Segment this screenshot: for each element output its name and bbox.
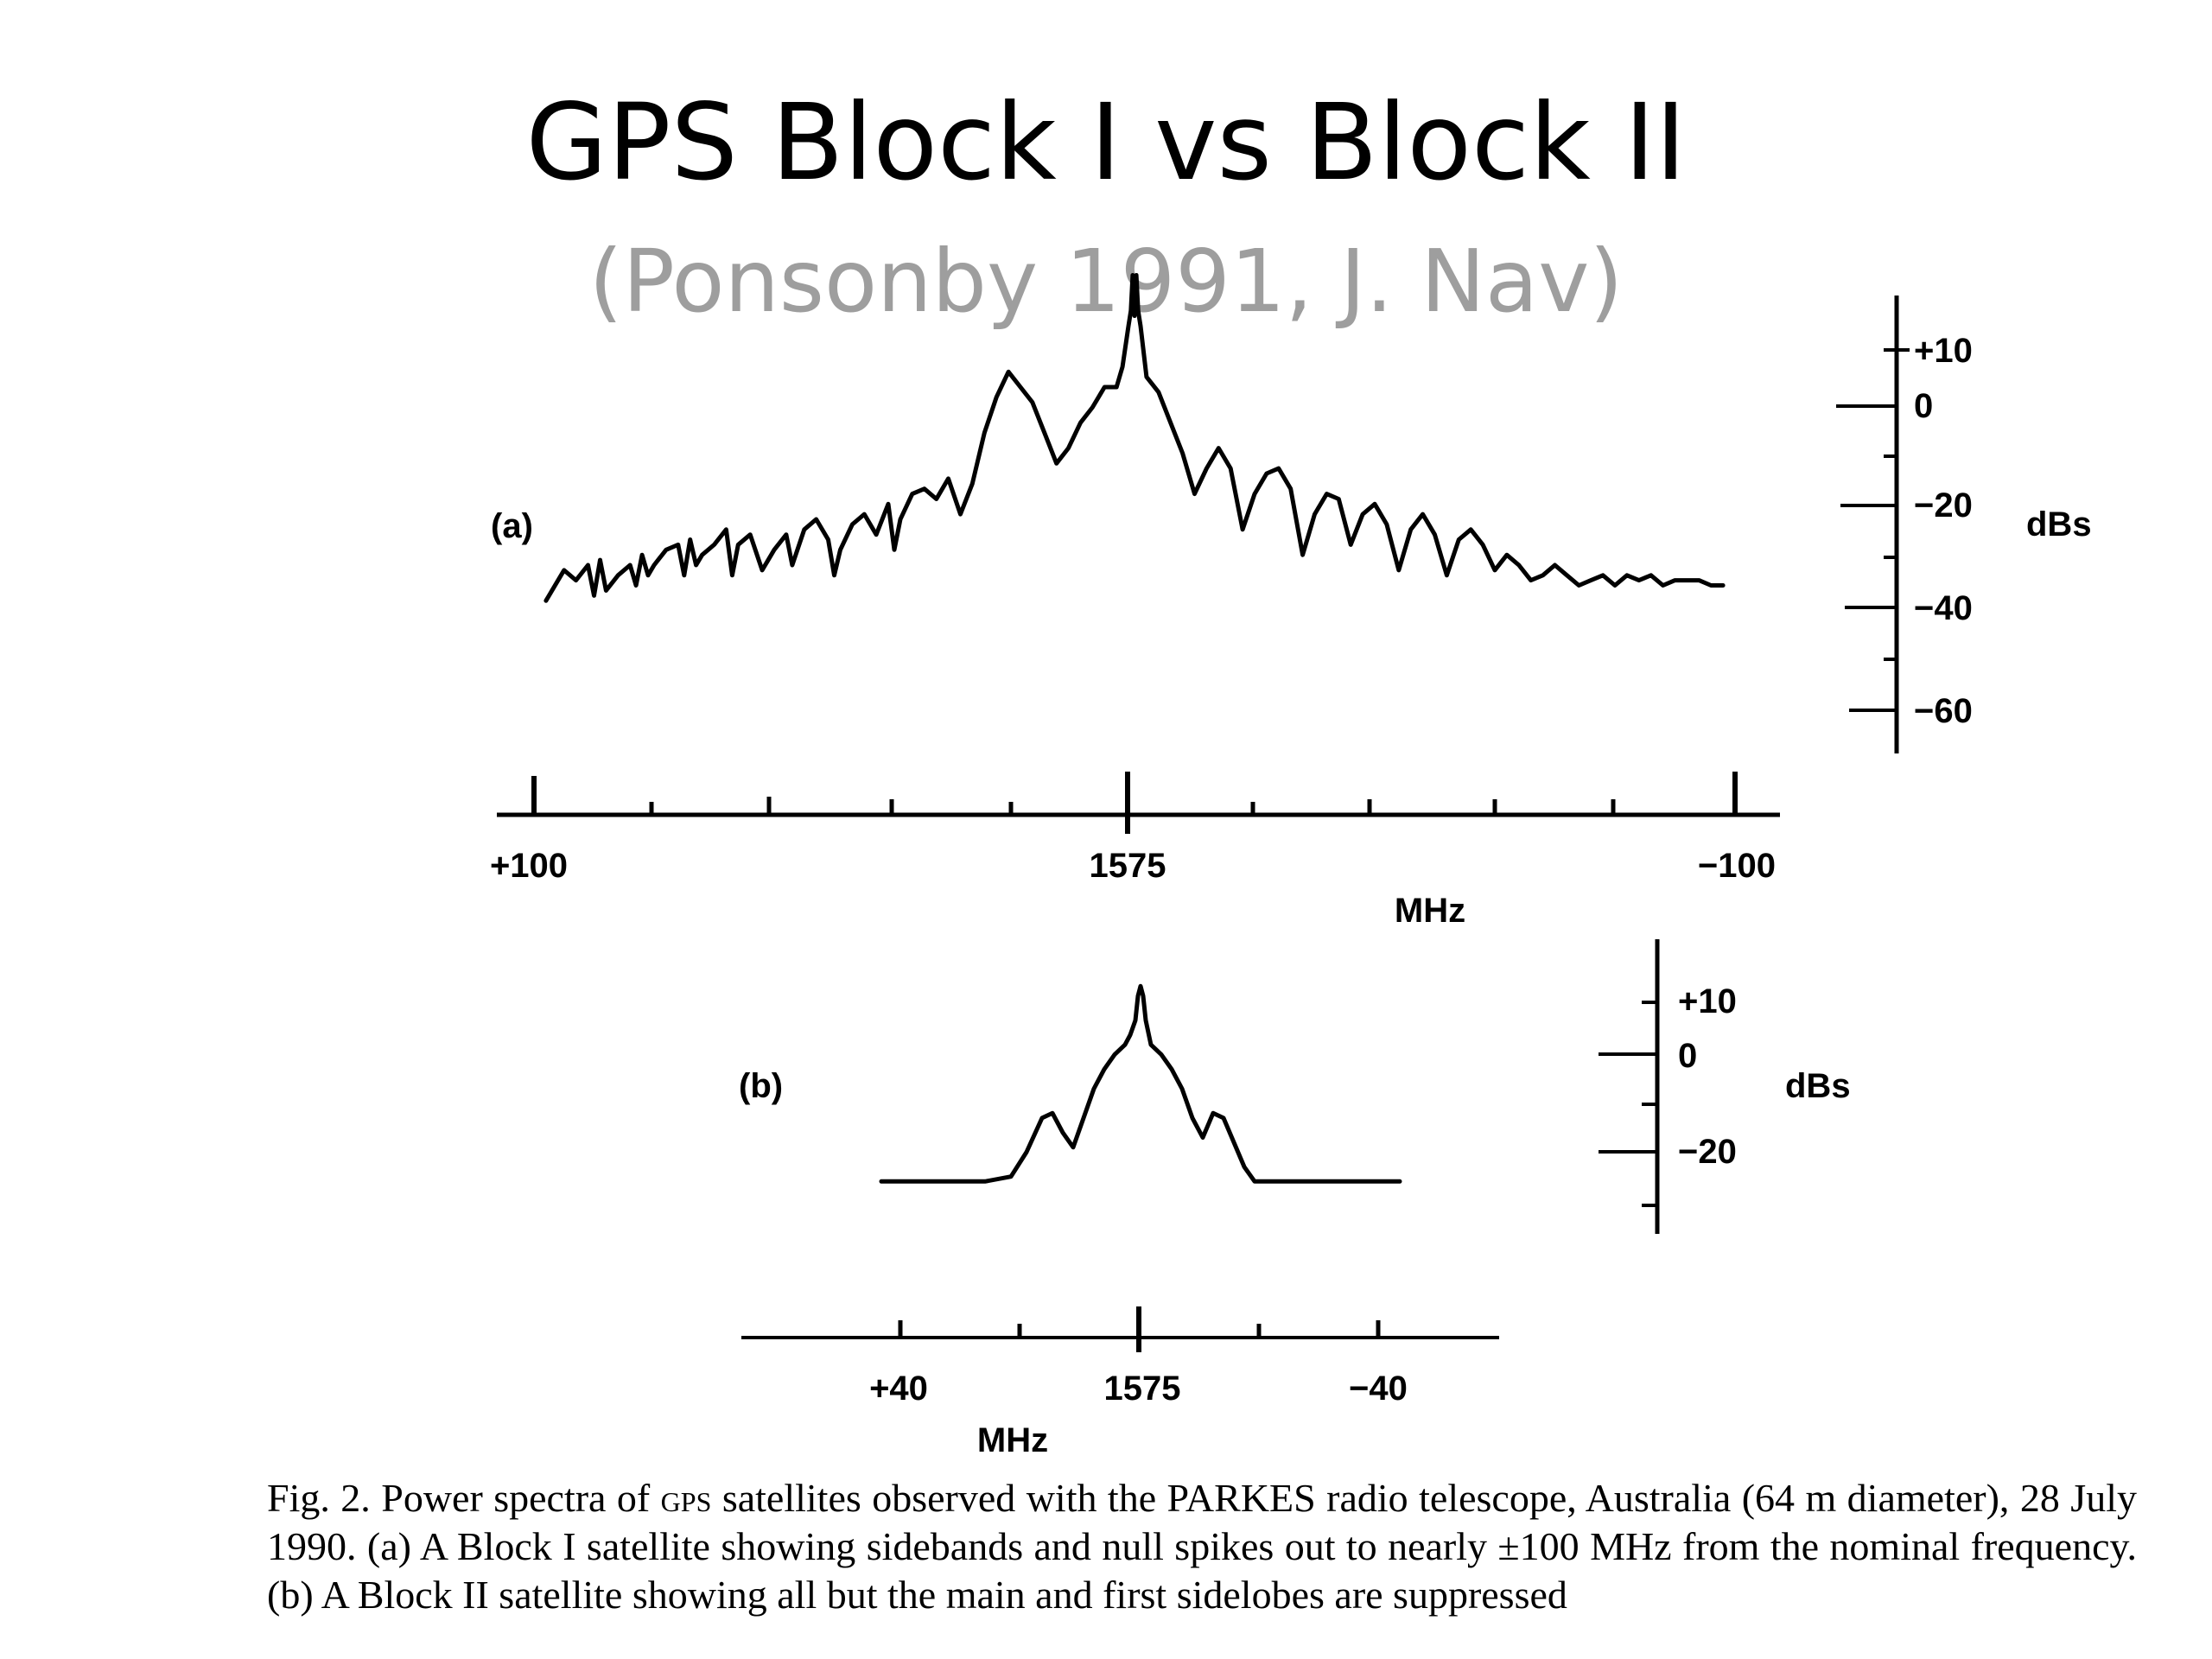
panel-a-spectrum-trace: [543, 273, 1726, 603]
panel-a-x-tick-label: 1575: [1090, 847, 1166, 885]
panel-a-label: (a): [491, 507, 533, 545]
panel-a-x-tick-label: −100: [1698, 847, 1776, 885]
panel-a-x-tick-label: +100: [490, 847, 568, 885]
panel-b-y-tick-label: +10: [1678, 982, 1737, 1020]
panel-a-y-tick-label: −60: [1914, 692, 1973, 730]
panel-a-chart: (a) +100 1575 −100 MHz +10 0 −20 −40 −60…: [490, 273, 2092, 930]
panel-b-spectrum-trace: [879, 983, 1402, 1184]
panel-b-x-tick-label: 1575: [1104, 1370, 1181, 1408]
panel-b-x-tick-label: −40: [1349, 1370, 1408, 1408]
panel-a-y-tick-label: +10: [1914, 332, 1973, 370]
panel-b-y-tick-label: −20: [1678, 1133, 1737, 1171]
slide-subtitle: (Ponsonby 1991, J. Nav): [588, 231, 1624, 332]
panel-b-y-tick-label: 0: [1678, 1037, 1697, 1075]
panel-a-y-unit: dBs: [2026, 505, 2092, 543]
panel-a-y-tick-label: −40: [1914, 589, 1973, 627]
panel-b-x-tick-label: +40: [869, 1370, 928, 1408]
panel-a-y-tick-label: −20: [1914, 486, 1973, 524]
panel-b-chart: (b) +40 1575 −40 MHz +10 0 −20 dBs: [739, 939, 1851, 1459]
panel-a-y-tick-label: 0: [1914, 387, 1933, 425]
figure-caption: Fig. 2. Power spectra of gps satellites …: [267, 1476, 2137, 1617]
panel-a-x-unit: MHz: [1395, 892, 1465, 930]
panel-b-y-unit: dBs: [1785, 1067, 1851, 1105]
panel-b-x-unit: MHz: [977, 1421, 1048, 1459]
panel-b-label: (b): [739, 1067, 783, 1105]
slide-title: GPS Block I vs Block II: [525, 81, 1687, 204]
